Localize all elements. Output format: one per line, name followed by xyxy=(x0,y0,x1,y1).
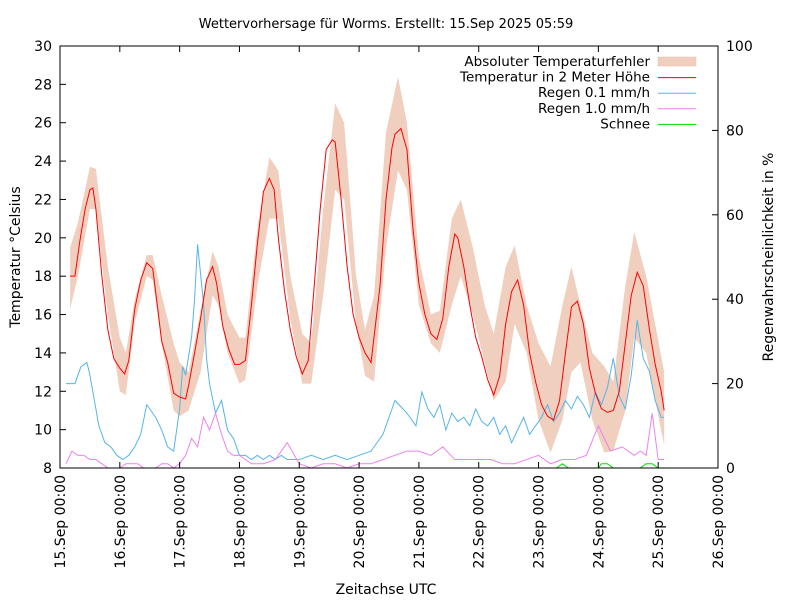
y-tick-label: 20 xyxy=(34,231,52,247)
chart-title: Wettervorhersage für Worms. Erstellt: 15… xyxy=(199,17,574,32)
y-tick-label: 10 xyxy=(34,423,52,439)
legend-label: Schnee xyxy=(600,116,650,132)
legend-label: Regen 1.0 mm/h xyxy=(538,101,650,117)
x-tick-label: 21.Sep 00:00 xyxy=(412,475,428,568)
y2-axis-label: Regenwahrscheinlichkeit in % xyxy=(761,153,777,362)
x-tick-label: 25.Sep 00:00 xyxy=(651,475,667,568)
series-line-snow xyxy=(639,463,659,469)
y2-tick-label: 100 xyxy=(726,39,753,55)
y2-tick-label: 60 xyxy=(726,208,744,224)
y-tick-label: 24 xyxy=(34,154,52,170)
legend-label: Regen 0.1 mm/h xyxy=(538,85,650,101)
plot-frame xyxy=(59,45,719,469)
series-line-snow xyxy=(556,463,569,469)
x-tick-label: 24.Sep 00:00 xyxy=(591,475,607,568)
x-tick-label: 16.Sep 00:00 xyxy=(113,475,129,568)
x-tick-label: 20.Sep 00:00 xyxy=(352,475,368,568)
y-tick-label: 22 xyxy=(34,192,52,208)
series-line-regen-0-1-mm-h xyxy=(65,244,665,461)
y2-tick-label: 0 xyxy=(726,461,735,477)
y-tick-label: 16 xyxy=(34,308,52,324)
y-tick-label: 12 xyxy=(34,384,52,400)
y2-tick-label: 40 xyxy=(726,292,744,308)
x-tick-label: 26.Sep 00:00 xyxy=(711,475,727,568)
legend-label: Temperatur in 2 Meter Höhe xyxy=(459,70,650,86)
legend-label: Absoluter Temperaturfehler xyxy=(464,54,650,70)
y2-tick-label: 80 xyxy=(726,123,744,139)
x-tick-label: 15.Sep 00:00 xyxy=(53,475,69,568)
y-tick-label: 14 xyxy=(34,346,52,362)
x-tick-label: 19.Sep 00:00 xyxy=(292,475,308,568)
y-tick-label: 18 xyxy=(34,269,52,285)
y2-tick-label: 20 xyxy=(726,377,744,393)
x-tick-label: 23.Sep 00:00 xyxy=(532,475,548,568)
y-tick-label: 30 xyxy=(34,39,52,55)
x-tick-label: 17.Sep 00:00 xyxy=(173,475,189,568)
x-axis-label: Zeitachse UTC xyxy=(336,582,437,598)
y-axis-label: Temperatur °Celsius xyxy=(8,186,24,328)
temperature-error-band xyxy=(70,76,665,453)
series-line-regen-1-0-mm-h xyxy=(65,411,665,469)
series-line-temperatur-in-2-meter-h-he xyxy=(70,127,665,421)
y-tick-label: 26 xyxy=(34,116,52,132)
series-line-snow xyxy=(597,463,614,469)
y-tick-label: 28 xyxy=(34,77,52,93)
y-tick-label: 8 xyxy=(43,461,52,477)
legend-swatch xyxy=(657,56,697,67)
x-tick-label: 18.Sep 00:00 xyxy=(232,475,248,568)
x-tick-label: 22.Sep 00:00 xyxy=(472,475,488,568)
